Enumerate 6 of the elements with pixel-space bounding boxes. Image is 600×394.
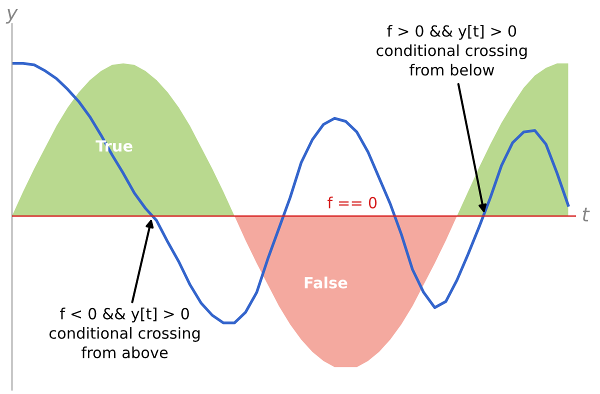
ref-line-label: f == 0 xyxy=(328,196,377,208)
series-label: False xyxy=(304,276,348,288)
annotation: f > 0 && y[t] > 0 conditional crossing from below xyxy=(376,24,527,76)
y-axis-title: y xyxy=(6,8,18,24)
x-axis-title: t xyxy=(582,208,590,222)
annotation: f < 0 && y[t] > 0 conditional crossing from above xyxy=(49,308,200,358)
